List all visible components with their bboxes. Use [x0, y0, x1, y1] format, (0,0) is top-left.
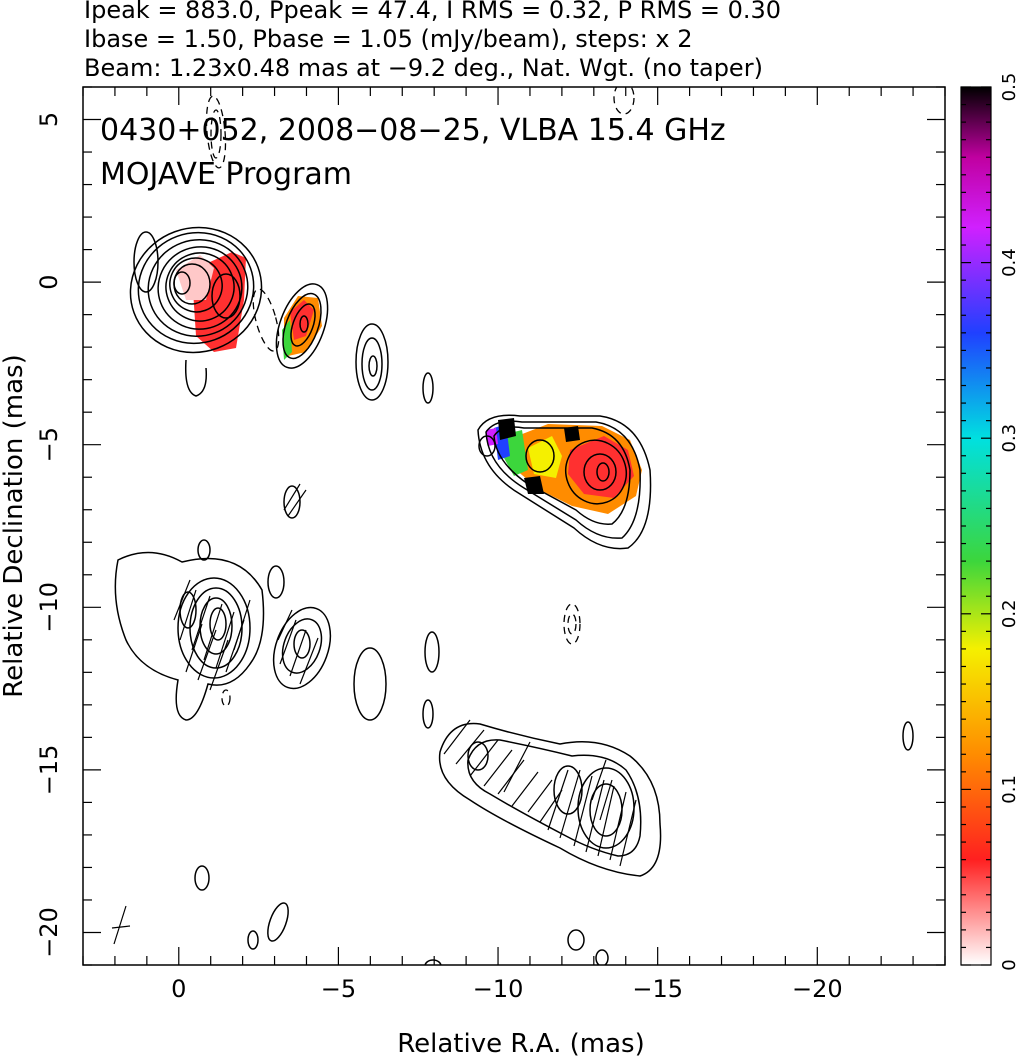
- source-annotation: 0430+052, 2008−08−25, VLBA 15.4 GHz: [100, 113, 726, 148]
- contour-isolated-10: [902, 721, 914, 751]
- contour-core-tail: [184, 359, 208, 397]
- colorbar-tick-label: 0.1: [999, 775, 1020, 804]
- contour-c5-5: [209, 607, 227, 641]
- colorbar-tick-label: 0.5: [999, 73, 1020, 102]
- contour-c1-2: [282, 292, 322, 360]
- y-tick-label: −20: [35, 907, 63, 958]
- negative-contours: [205, 87, 635, 707]
- y-tick-label: −15: [35, 745, 63, 796]
- header-base-steps: Ibase = 1.50, Pbase = 1.05 (mJy/beam), s…: [84, 25, 693, 53]
- contour-core-1: [129, 226, 263, 354]
- neg-contour-4: [252, 288, 280, 352]
- colorbar-tick-label: 0.3: [999, 424, 1020, 453]
- y-tick-label: 5: [35, 112, 63, 127]
- plot-area: [111, 87, 914, 965]
- contour-c5-3: [189, 587, 243, 669]
- contour-c7-2: [467, 739, 642, 857]
- contour-isolated-13: [424, 959, 442, 965]
- y-axis-label: Relative Declination (mas): [0, 354, 29, 697]
- contour-isolated-1: [422, 372, 434, 404]
- contour-c6-2: [281, 618, 323, 674]
- pol-patch-c1-inner: [290, 300, 314, 340]
- evpa-ticks: [111, 483, 637, 945]
- contour-c2-1: [355, 323, 389, 401]
- contour-isolated-8: [267, 902, 289, 942]
- neg-contour-5: [563, 603, 581, 645]
- pol-patch-jet-black3: [564, 426, 580, 442]
- contour-c6-1: [272, 606, 332, 690]
- pol-patch-jet-green: [504, 430, 528, 476]
- x-tick-label: −10: [473, 975, 524, 1003]
- y-tick-label: −10: [35, 582, 63, 633]
- pol-patch-jet-yellow: [528, 436, 562, 478]
- colorbar-tick-label: 0.4: [999, 248, 1020, 277]
- contour-core-west: [133, 231, 159, 293]
- contour-c1-4: [299, 315, 309, 333]
- x-tick-label: −5: [321, 975, 356, 1003]
- contour-core-2: [137, 231, 255, 345]
- x-tick-label: −20: [792, 975, 843, 1003]
- x-tick-label: −15: [632, 975, 683, 1003]
- intensity-contours: [114, 226, 914, 965]
- contour-c1-3: [290, 303, 316, 347]
- contour-jet-5: [583, 453, 617, 491]
- contour-c2-3: [368, 355, 378, 377]
- contour-isolated-2: [283, 485, 301, 519]
- contour-isolated-9: [247, 930, 259, 950]
- y-tick-label: 0: [35, 274, 63, 289]
- contour-c7-5: [553, 765, 583, 815]
- contour-c5-6: [179, 591, 197, 629]
- contour-core-4: [157, 246, 243, 330]
- contour-isolated-5: [424, 631, 440, 673]
- contour-isolated-4: [353, 647, 387, 721]
- x-tick-label: 0: [171, 975, 186, 1003]
- contour-c5-4: [199, 597, 233, 655]
- contour-isolated-7: [194, 865, 210, 891]
- contour-c5-7: [267, 565, 285, 599]
- x-axis-label: Relative R.A. (mas): [397, 1029, 644, 1059]
- contour-jet-7: [525, 439, 555, 473]
- contour-isolated-3: [197, 539, 211, 561]
- contour-core-9: [211, 273, 241, 319]
- contour-jet-3: [493, 426, 631, 525]
- neg-contour-1: [205, 95, 227, 169]
- contour-c1-1: [275, 283, 329, 369]
- header-peak-rms: Ipeak = 883.0, Ppeak = 47.4, I RMS = 0.3…: [84, 0, 781, 24]
- contour-isolated-11: [567, 929, 585, 951]
- colorbar-tick-label: 0.2: [999, 599, 1020, 628]
- x-axis-ticks: 0 −5 −10 −15 −20: [82, 87, 946, 1003]
- polarization-fraction-patches: [176, 252, 642, 514]
- contour-jet-2: [485, 420, 641, 539]
- contour-core-3: [147, 239, 249, 337]
- contour-c2-2: [361, 337, 383, 391]
- contour-isolated-12: [595, 949, 609, 965]
- contour-core-8: [173, 271, 191, 295]
- pol-patch-core-fade: [176, 255, 214, 300]
- contour-c7-1: [438, 722, 662, 877]
- contour-jet-8: [478, 435, 496, 457]
- y-axis-ticks: 5 0 −5 −10 −15 −20: [35, 86, 945, 966]
- header-beam: Beam: 1.23x0.48 mas at −9.2 deg., Nat. W…: [84, 54, 763, 82]
- contour-jet-1: [477, 414, 652, 550]
- neg-contour-7: [221, 689, 231, 707]
- neg-contour-2: [210, 109, 222, 159]
- contour-jet-6: [596, 462, 610, 482]
- contour-c7-6: [467, 741, 489, 771]
- axes-frame: 0 −5 −10 −15 −20 5 0 −5 −10 −15 −20: [35, 86, 946, 1003]
- program-annotation: MOJAVE Program: [100, 157, 352, 192]
- neg-contour-6: [567, 613, 577, 635]
- pol-patch-jet-black: [498, 418, 516, 440]
- neg-contour-3: [613, 87, 635, 115]
- contour-isolated-6: [422, 699, 434, 729]
- colorbar-ticks: 0 0.1 0.2 0.3 0.4 0.5: [961, 73, 1020, 971]
- colorbar: 0 0.1 0.2 0.3 0.4 0.5: [960, 73, 1020, 971]
- contour-jet-4: [565, 439, 627, 505]
- y-tick-label: −5: [35, 427, 63, 462]
- contour-c6-3: [293, 629, 311, 659]
- colorbar-tick-label: 0: [999, 959, 1020, 970]
- contour-c5-1: [114, 551, 265, 721]
